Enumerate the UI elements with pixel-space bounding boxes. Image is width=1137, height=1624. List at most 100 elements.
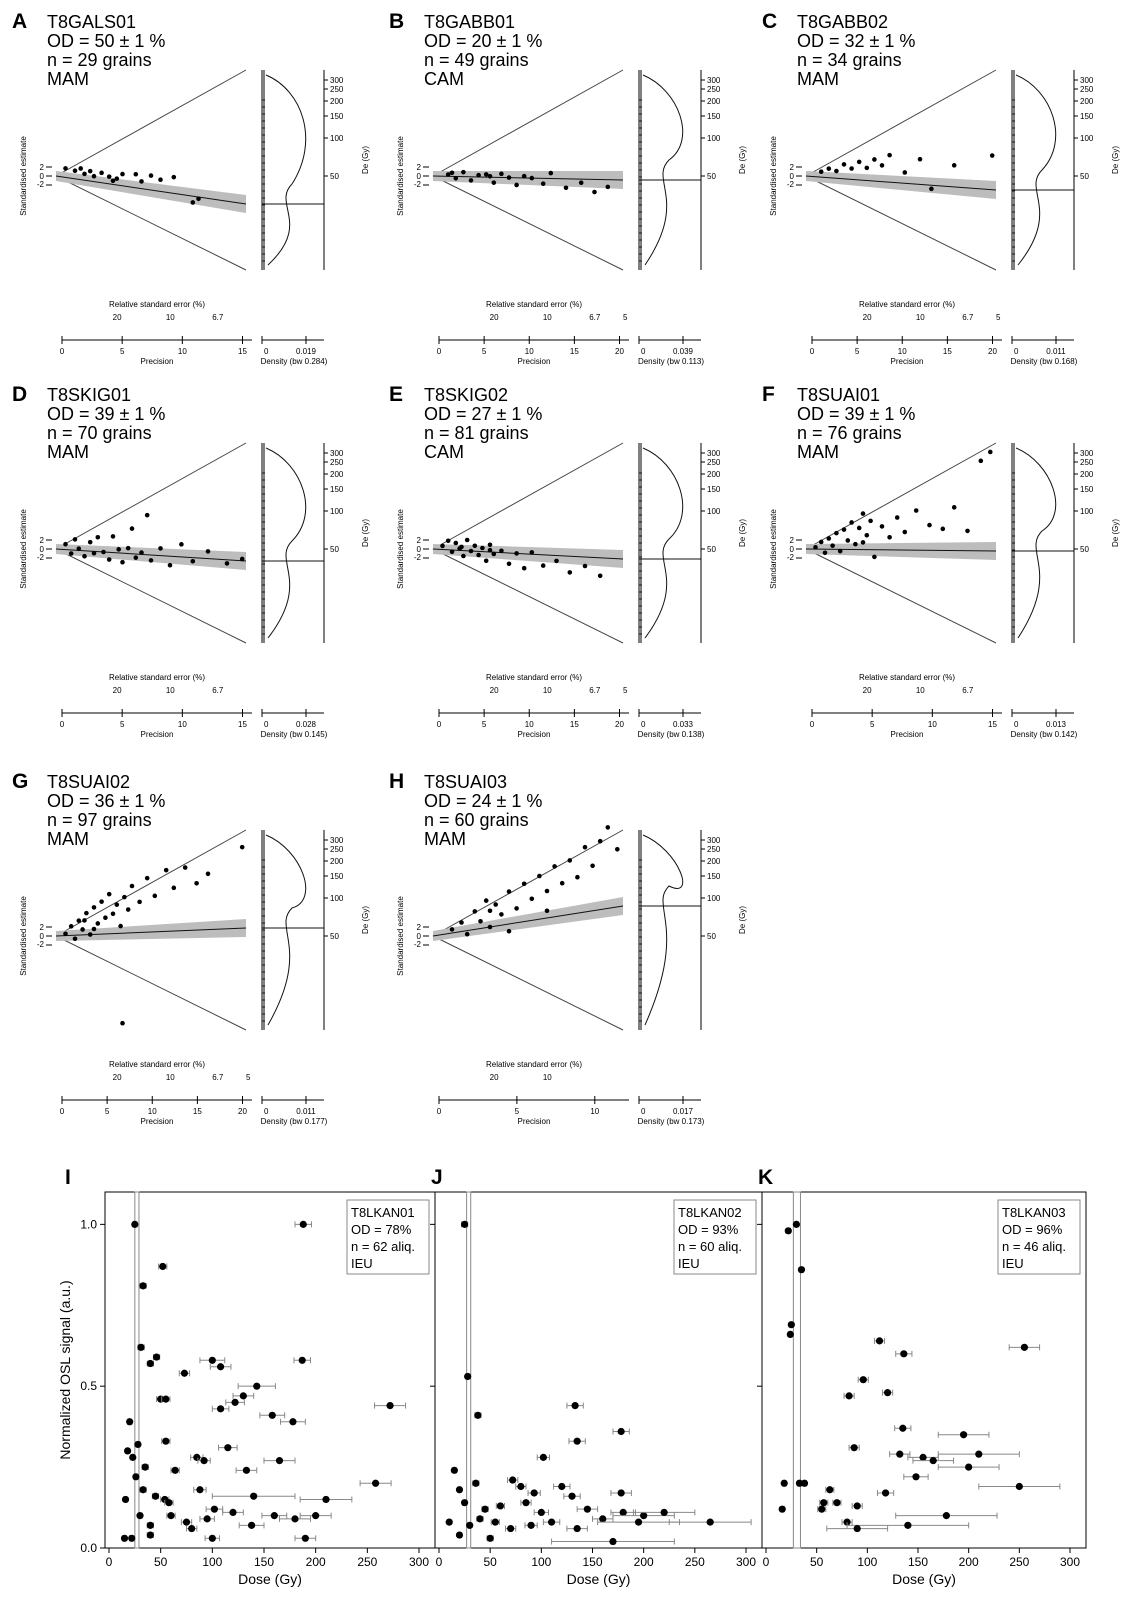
aliquot-point xyxy=(476,1515,484,1523)
grain-point xyxy=(476,172,481,178)
grain-point xyxy=(445,172,451,177)
grain-point xyxy=(194,880,199,886)
sample-name: T8SKIG02 xyxy=(424,385,508,405)
grain-point xyxy=(478,919,483,924)
y-tick-label: 0.0 xyxy=(80,1541,97,1555)
x-tick-label: 0 xyxy=(436,1555,443,1569)
grain-point xyxy=(864,165,870,171)
density-axis-label: Density (bw 0.168) xyxy=(1011,357,1078,366)
grain-point xyxy=(860,511,866,516)
precision-tick-label: 5 xyxy=(515,1107,520,1116)
legend-line: T8LKAN01 xyxy=(351,1205,415,1220)
aliquot-point xyxy=(301,1534,309,1542)
grain-point xyxy=(99,170,104,176)
grain-point xyxy=(72,537,78,542)
aliquot-point xyxy=(481,1505,489,1513)
y-tick-label: 0 xyxy=(417,172,422,181)
grain-point xyxy=(872,157,877,162)
aliquot-point xyxy=(455,1486,464,1494)
x-tick-label: 0 xyxy=(763,1555,770,1569)
aliquot-point xyxy=(231,1398,239,1406)
grain-point xyxy=(133,555,139,560)
z-tick-label: 300 xyxy=(330,449,344,458)
rse-tick-label: 20 xyxy=(113,313,122,322)
x-axis-label: Dose (Gy) xyxy=(892,1571,956,1587)
y-tick-label: 0 xyxy=(40,172,45,181)
aliquot-point xyxy=(464,1372,472,1381)
z-tick-label: 300 xyxy=(330,76,344,85)
grain-count-text: n = 76 grains xyxy=(797,423,902,443)
grain-point xyxy=(114,176,120,181)
y-tick-label: 0 xyxy=(790,545,795,554)
grain-point xyxy=(472,909,478,914)
age-model-text: MAM xyxy=(424,829,466,849)
density-curve xyxy=(265,74,307,266)
rse-tick-label: 5 xyxy=(246,1073,251,1082)
x-tick-label: 300 xyxy=(409,1555,429,1569)
aliquot-point xyxy=(224,1444,232,1452)
grain-point xyxy=(480,545,485,551)
radial-lower-boundary xyxy=(55,935,247,1031)
y-tick-label: 2 xyxy=(790,536,795,545)
grain-point xyxy=(856,159,862,165)
grain-point xyxy=(87,168,93,174)
z-tick-label: 100 xyxy=(1080,134,1094,143)
panel-label: D xyxy=(12,383,27,406)
grain-point xyxy=(853,541,858,547)
aliquot-point xyxy=(146,1359,154,1368)
density-tick-label: 0 xyxy=(641,1107,646,1116)
grain-point xyxy=(548,170,554,176)
y-axis-label: Standardised estimate xyxy=(396,896,405,976)
y-tick-label: -2 xyxy=(37,553,45,562)
y-axis-label: Standardised estimate xyxy=(396,509,405,589)
grain-point xyxy=(449,170,455,176)
density-curve xyxy=(642,834,684,1026)
rse-tick-label: 20 xyxy=(863,313,872,322)
rse-axis-label: Relative standard error (%) xyxy=(109,1060,205,1069)
z-tick-label: 50 xyxy=(1080,545,1089,554)
precision-tick-label: 15 xyxy=(943,347,952,356)
grain-point xyxy=(72,936,78,942)
z-axis-label: De (Gy) xyxy=(738,519,747,547)
z-tick-label: 250 xyxy=(1080,458,1094,467)
aliquot-point xyxy=(583,1505,591,1513)
grain-point xyxy=(63,541,68,547)
z-tick-label: 150 xyxy=(330,872,344,881)
aliquot-point xyxy=(778,1505,786,1513)
y-tick-label: -2 xyxy=(37,940,45,949)
density-tick-label: 0 xyxy=(264,347,269,356)
aliquot-point xyxy=(455,1531,464,1539)
precision-tick-label: 10 xyxy=(928,720,937,729)
aliquot-point xyxy=(912,1473,920,1481)
precision-tick-label: 15 xyxy=(238,720,247,729)
z-tick-label: 250 xyxy=(330,458,344,467)
aliquot-point xyxy=(509,1476,517,1484)
grain-point xyxy=(818,169,824,175)
grain-point xyxy=(540,563,546,568)
grain-point xyxy=(82,553,87,559)
grain-point xyxy=(506,561,512,567)
aliquot-point xyxy=(171,1466,179,1474)
grain-point xyxy=(120,171,125,177)
z-tick-label: 100 xyxy=(330,507,344,516)
grain-point xyxy=(120,1020,125,1026)
grain-point xyxy=(506,175,512,180)
y-ticks xyxy=(46,926,52,946)
grain-point xyxy=(927,522,932,528)
y-tick-label: 2 xyxy=(417,923,422,932)
overdispersion-text: OD = 39 ± 1 % xyxy=(797,404,915,424)
precision-tick-label: 10 xyxy=(178,720,187,729)
y-axis-label: Standardised estimate xyxy=(19,136,28,216)
z-tick-label: 100 xyxy=(707,894,721,903)
precision-tick-label: 5 xyxy=(855,347,860,356)
aliquot-point xyxy=(853,1524,861,1533)
precision-axis-label: Precision xyxy=(141,357,174,366)
grain-point xyxy=(521,173,527,179)
x-tick-label: 250 xyxy=(1009,1555,1029,1569)
grain-point xyxy=(554,558,559,564)
grain-point xyxy=(133,171,139,177)
precision-tick-label: 15 xyxy=(988,720,997,729)
uncertainty-band xyxy=(56,171,246,213)
z-tick-label: 200 xyxy=(707,97,721,106)
